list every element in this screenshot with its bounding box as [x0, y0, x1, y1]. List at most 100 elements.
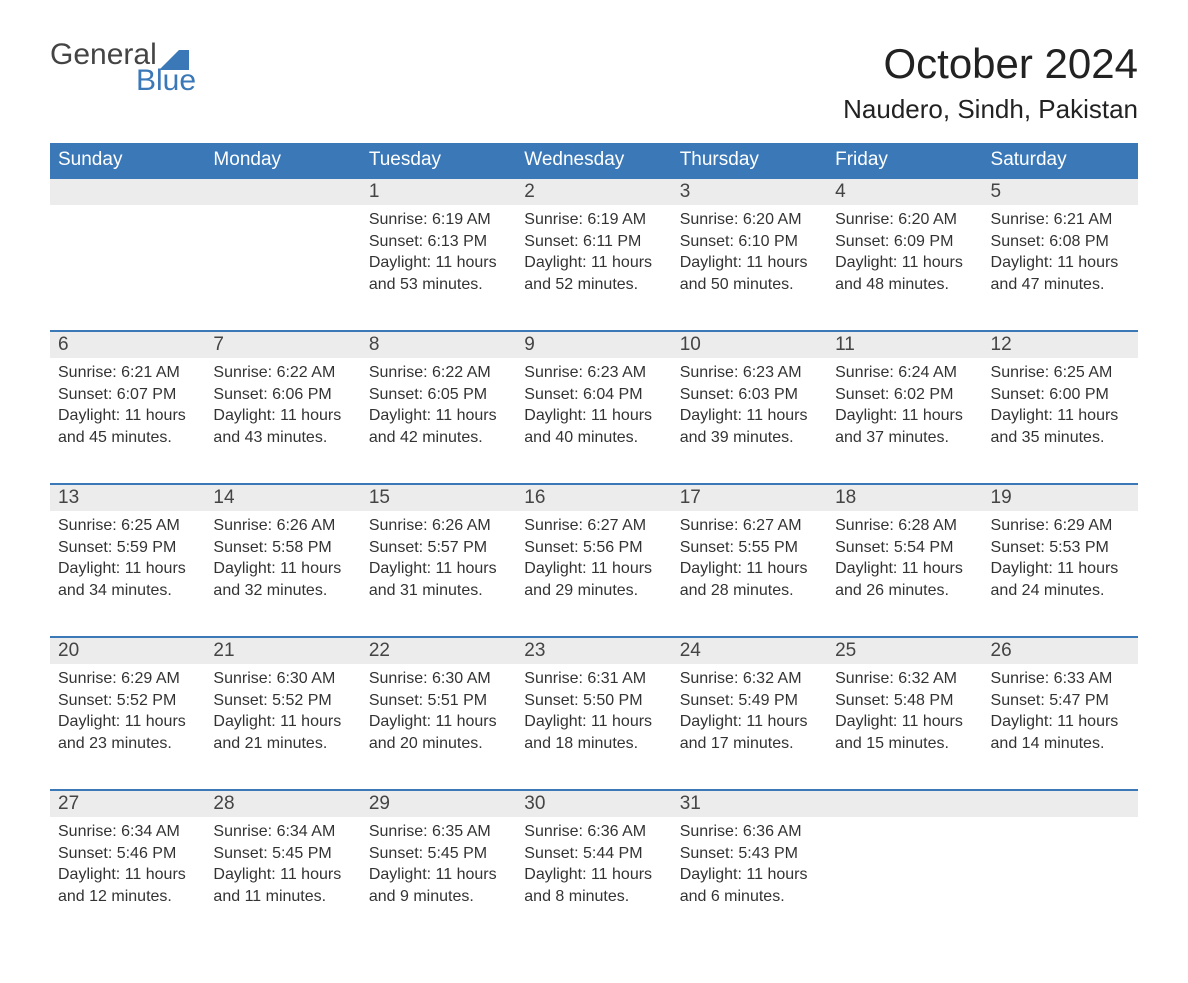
day-info: Sunrise: 6:23 AMSunset: 6:03 PMDaylight:… [672, 358, 827, 484]
day-number: 9 [516, 331, 671, 358]
sunset-text: Sunset: 5:43 PM [680, 843, 819, 865]
day-number: 25 [827, 637, 982, 664]
sunrise-text: Sunrise: 6:29 AM [58, 668, 197, 690]
daylight-text: Daylight: 11 hours [524, 252, 663, 274]
day-number: 6 [50, 331, 205, 358]
daylight-text: and 31 minutes. [369, 580, 508, 602]
sunset-text: Sunset: 6:10 PM [680, 231, 819, 253]
day-info: Sunrise: 6:31 AMSunset: 5:50 PMDaylight:… [516, 664, 671, 790]
sunset-text: Sunset: 6:02 PM [835, 384, 974, 406]
sunrise-text: Sunrise: 6:23 AM [680, 362, 819, 384]
daylight-text: Daylight: 11 hours [680, 711, 819, 733]
daylight-text: and 28 minutes. [680, 580, 819, 602]
sunrise-text: Sunrise: 6:35 AM [369, 821, 508, 843]
empty-day-body [50, 205, 205, 331]
sunset-text: Sunset: 6:06 PM [213, 384, 352, 406]
sunrise-text: Sunrise: 6:32 AM [680, 668, 819, 690]
sunset-text: Sunset: 5:54 PM [835, 537, 974, 559]
sunrise-text: Sunrise: 6:29 AM [991, 515, 1130, 537]
daylight-text: Daylight: 11 hours [369, 252, 508, 274]
daylight-text: and 29 minutes. [524, 580, 663, 602]
daylight-text: Daylight: 11 hours [835, 711, 974, 733]
day-number: 13 [50, 484, 205, 511]
day-info: Sunrise: 6:36 AMSunset: 5:44 PMDaylight:… [516, 817, 671, 943]
calendar-table: SundayMondayTuesdayWednesdayThursdayFrid… [50, 143, 1138, 943]
sunrise-text: Sunrise: 6:25 AM [991, 362, 1130, 384]
day-info: Sunrise: 6:32 AMSunset: 5:49 PMDaylight:… [672, 664, 827, 790]
daylight-text: Daylight: 11 hours [680, 252, 819, 274]
daylight-text: Daylight: 11 hours [524, 405, 663, 427]
sunrise-text: Sunrise: 6:31 AM [524, 668, 663, 690]
sunrise-text: Sunrise: 6:19 AM [369, 209, 508, 231]
location: Naudero, Sindh, Pakistan [843, 94, 1138, 125]
sunrise-text: Sunrise: 6:23 AM [524, 362, 663, 384]
daylight-text: and 47 minutes. [991, 274, 1130, 296]
empty-day-number [205, 178, 360, 205]
day-number-row: 6789101112 [50, 331, 1138, 358]
day-info: Sunrise: 6:36 AMSunset: 5:43 PMDaylight:… [672, 817, 827, 943]
month-title: October 2024 [843, 40, 1138, 88]
weekday-header: Friday [827, 143, 982, 178]
daylight-text: Daylight: 11 hours [680, 405, 819, 427]
day-number: 10 [672, 331, 827, 358]
sunrise-text: Sunrise: 6:20 AM [835, 209, 974, 231]
sunset-text: Sunset: 6:13 PM [369, 231, 508, 253]
daylight-text: Daylight: 11 hours [58, 864, 197, 886]
day-number: 31 [672, 790, 827, 817]
sunrise-text: Sunrise: 6:25 AM [58, 515, 197, 537]
daylight-text: and 26 minutes. [835, 580, 974, 602]
sunset-text: Sunset: 5:58 PM [213, 537, 352, 559]
daylight-text: Daylight: 11 hours [369, 864, 508, 886]
day-number-row: 2728293031 [50, 790, 1138, 817]
daylight-text: Daylight: 11 hours [680, 558, 819, 580]
day-info: Sunrise: 6:22 AMSunset: 6:06 PMDaylight:… [205, 358, 360, 484]
daylight-text: Daylight: 11 hours [835, 558, 974, 580]
daylight-text: and 8 minutes. [524, 886, 663, 908]
daylight-text: Daylight: 11 hours [524, 864, 663, 886]
day-info: Sunrise: 6:35 AMSunset: 5:45 PMDaylight:… [361, 817, 516, 943]
sunset-text: Sunset: 5:50 PM [524, 690, 663, 712]
empty-day-number [983, 790, 1138, 817]
daylight-text: and 32 minutes. [213, 580, 352, 602]
daylight-text: Daylight: 11 hours [991, 405, 1130, 427]
weekday-header: Wednesday [516, 143, 671, 178]
daylight-text: and 50 minutes. [680, 274, 819, 296]
sunrise-text: Sunrise: 6:26 AM [213, 515, 352, 537]
day-number: 1 [361, 178, 516, 205]
day-info: Sunrise: 6:29 AMSunset: 5:52 PMDaylight:… [50, 664, 205, 790]
daylight-text: and 24 minutes. [991, 580, 1130, 602]
daylight-text: and 53 minutes. [369, 274, 508, 296]
daylight-text: Daylight: 11 hours [213, 711, 352, 733]
sunrise-text: Sunrise: 6:36 AM [524, 821, 663, 843]
day-number: 27 [50, 790, 205, 817]
daylight-text: and 21 minutes. [213, 733, 352, 755]
sunset-text: Sunset: 5:47 PM [991, 690, 1130, 712]
sunrise-text: Sunrise: 6:27 AM [680, 515, 819, 537]
sunrise-text: Sunrise: 6:26 AM [369, 515, 508, 537]
daylight-text: and 35 minutes. [991, 427, 1130, 449]
day-info: Sunrise: 6:27 AMSunset: 5:55 PMDaylight:… [672, 511, 827, 637]
day-info: Sunrise: 6:29 AMSunset: 5:53 PMDaylight:… [983, 511, 1138, 637]
day-number: 12 [983, 331, 1138, 358]
day-info: Sunrise: 6:20 AMSunset: 6:10 PMDaylight:… [672, 205, 827, 331]
daylight-text: Daylight: 11 hours [835, 405, 974, 427]
daylight-text: and 42 minutes. [369, 427, 508, 449]
sunset-text: Sunset: 6:04 PM [524, 384, 663, 406]
sunset-text: Sunset: 6:07 PM [58, 384, 197, 406]
sunset-text: Sunset: 5:45 PM [213, 843, 352, 865]
day-number: 30 [516, 790, 671, 817]
daylight-text: and 12 minutes. [58, 886, 197, 908]
daylight-text: Daylight: 11 hours [991, 558, 1130, 580]
sunrise-text: Sunrise: 6:27 AM [524, 515, 663, 537]
day-number: 23 [516, 637, 671, 664]
day-info: Sunrise: 6:21 AMSunset: 6:07 PMDaylight:… [50, 358, 205, 484]
sunset-text: Sunset: 6:08 PM [991, 231, 1130, 253]
daylight-text: Daylight: 11 hours [835, 252, 974, 274]
empty-day-body [983, 817, 1138, 943]
day-number: 29 [361, 790, 516, 817]
daylight-text: and 39 minutes. [680, 427, 819, 449]
sunset-text: Sunset: 6:09 PM [835, 231, 974, 253]
daylight-text: Daylight: 11 hours [369, 558, 508, 580]
day-body-row: Sunrise: 6:34 AMSunset: 5:46 PMDaylight:… [50, 817, 1138, 943]
daylight-text: and 45 minutes. [58, 427, 197, 449]
